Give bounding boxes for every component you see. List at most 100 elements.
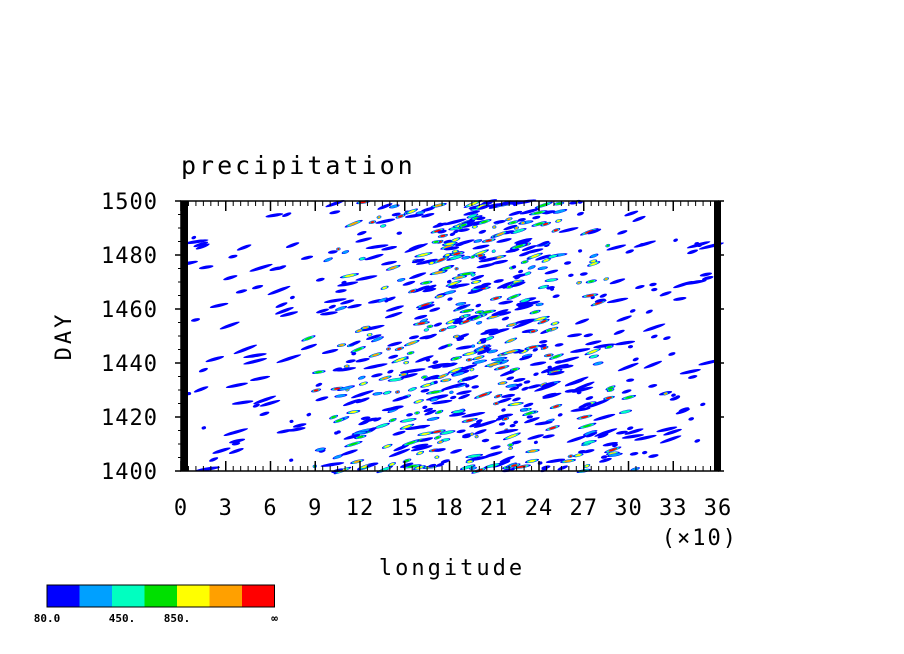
precip-cell xyxy=(250,375,271,381)
precip-cell xyxy=(243,358,267,365)
precip-contour-low xyxy=(233,344,258,355)
precip-cell xyxy=(424,409,437,416)
precip-contour-high xyxy=(606,244,610,247)
precip-cell xyxy=(438,327,447,332)
x-tick-label: 30 xyxy=(614,496,643,521)
precip-contour-low xyxy=(570,348,591,353)
precip-contour-low xyxy=(673,296,687,301)
precip-contour-low xyxy=(700,402,706,407)
precip-contour-low xyxy=(538,240,550,247)
precip-contour-high xyxy=(454,335,459,338)
precip-contour-high xyxy=(475,356,482,360)
precip-cell xyxy=(329,414,339,420)
precip-contour-low xyxy=(292,423,307,428)
precip-contour-low xyxy=(229,438,246,444)
precip-cell xyxy=(503,224,518,231)
precip-cell xyxy=(315,277,325,282)
precip-cell xyxy=(382,390,392,395)
precip-cell xyxy=(497,413,514,418)
precip-contour-low xyxy=(300,255,314,260)
precip-contour-high xyxy=(420,303,430,307)
precip-contour-low xyxy=(337,281,359,287)
precip-cell xyxy=(443,253,452,257)
colorbar-label: 850. xyxy=(164,612,191,625)
x-tick-label: 27 xyxy=(570,496,599,521)
precip-contour-low xyxy=(323,298,347,304)
precip-contour-low xyxy=(524,248,544,254)
precip-contour-low xyxy=(552,365,566,370)
precip-contour-high xyxy=(473,316,480,320)
precip-cell xyxy=(452,320,464,325)
precip-contour-high xyxy=(508,323,515,327)
precip-cell xyxy=(334,393,348,398)
precip-contour-low xyxy=(501,459,511,464)
precip-cell xyxy=(699,272,713,277)
precip-cell xyxy=(662,391,669,396)
precip-contour-mid xyxy=(447,325,456,329)
precip-cell xyxy=(341,280,347,285)
precip-contour-high xyxy=(531,254,540,258)
precip-contour-mid xyxy=(430,398,438,402)
precip-contour-low xyxy=(629,309,636,313)
precip-contour-high xyxy=(543,259,549,262)
precip-cell xyxy=(209,457,219,462)
precip-contour-mid xyxy=(316,447,325,452)
precip-contour-mid xyxy=(456,302,466,306)
precip-contour-low xyxy=(340,449,358,456)
precip-contour-low xyxy=(433,448,446,452)
precip-contour-low xyxy=(507,370,515,374)
precip-cell xyxy=(351,430,368,436)
precip-cell xyxy=(446,279,452,284)
precip-cell xyxy=(441,241,458,246)
precip-cell xyxy=(606,244,627,251)
precip-contour-low xyxy=(325,199,345,208)
precip-cell xyxy=(585,396,594,401)
precip-cell xyxy=(541,367,554,374)
precip-cell xyxy=(438,344,449,350)
precip-cell xyxy=(606,297,629,304)
precip-cell xyxy=(542,434,555,439)
precip-contour-mid xyxy=(401,418,415,423)
precip-contour-low xyxy=(642,450,648,455)
precip-cell xyxy=(471,225,478,229)
precip-cell xyxy=(360,324,385,332)
precip-cell xyxy=(524,248,544,254)
precip-cell xyxy=(404,213,424,218)
precip-contour-low xyxy=(579,272,588,276)
precip-contour-low xyxy=(381,246,397,251)
precip-cell xyxy=(328,304,336,309)
precip-contour-low xyxy=(512,397,521,402)
precip-cell xyxy=(567,333,582,338)
precip-cell xyxy=(427,362,451,368)
precip-contour-low xyxy=(265,213,284,218)
precip-contour-low xyxy=(533,372,539,376)
precip-cell xyxy=(394,346,405,351)
precip-contour-high xyxy=(465,419,474,422)
precip-cell xyxy=(592,361,604,366)
precip-cell xyxy=(360,416,371,420)
precip-contour-high xyxy=(542,346,547,350)
x-tick-label: 0 xyxy=(174,496,188,521)
precip-contour-low xyxy=(450,395,457,400)
precip-contour-low xyxy=(496,281,514,289)
precip-contour-low xyxy=(423,407,433,413)
precip-contour-low xyxy=(616,315,632,322)
precip-cell xyxy=(433,322,443,327)
precip-cell xyxy=(461,376,473,382)
precip-contour-mid xyxy=(359,257,365,261)
precip-cell xyxy=(577,422,597,429)
precip-cell xyxy=(347,303,362,309)
precip-cell xyxy=(350,346,366,353)
precip-cell xyxy=(510,243,528,250)
precip-contour-low xyxy=(518,269,524,274)
precip-cell xyxy=(193,386,209,393)
precip-cell xyxy=(368,352,383,358)
precip-cell xyxy=(275,307,294,315)
left-border-bar xyxy=(181,201,188,471)
precip-contour-low xyxy=(671,393,676,397)
precip-cell xyxy=(430,203,447,208)
precip-cell xyxy=(465,384,470,388)
precip-cell xyxy=(593,413,616,421)
precip-cell xyxy=(604,345,614,349)
precip-cell xyxy=(434,455,440,459)
